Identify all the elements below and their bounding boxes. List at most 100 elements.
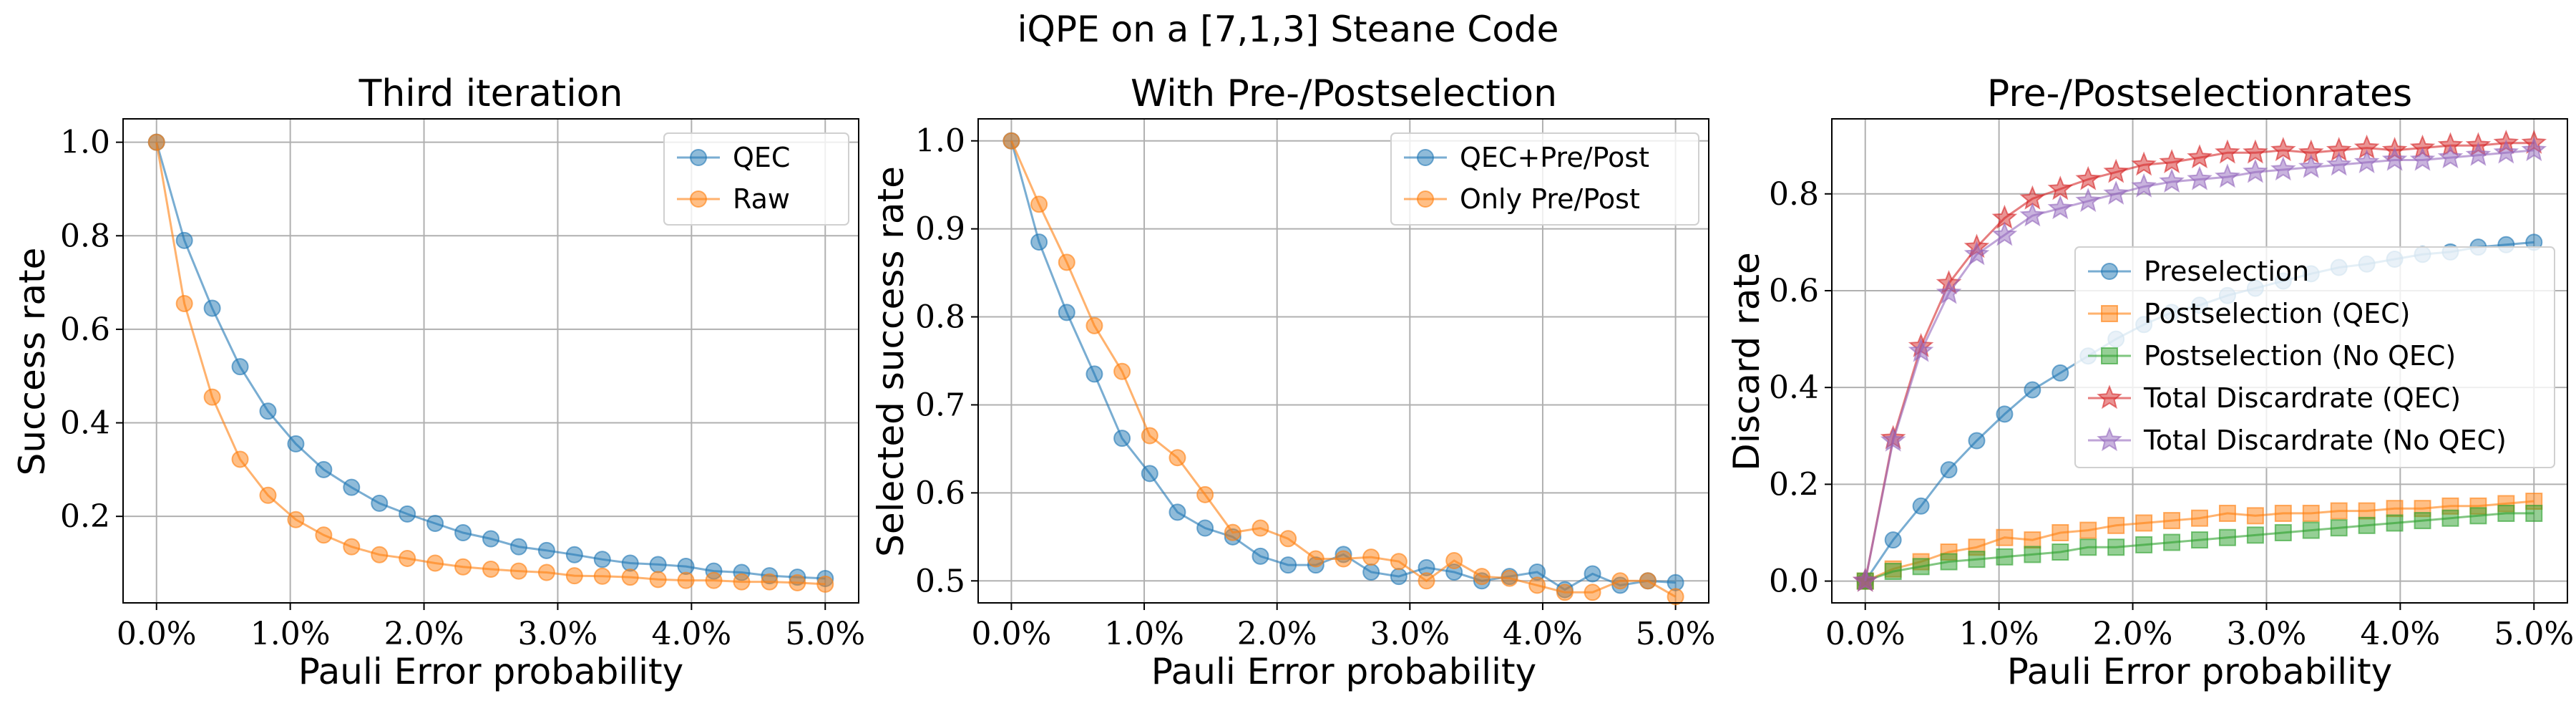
data-point [2274, 504, 2292, 522]
data-point [2159, 168, 2185, 193]
y-tick-label: 0.8 [1769, 176, 1819, 213]
data-point [2131, 151, 2157, 176]
data-point [1252, 547, 1269, 565]
data-point [1852, 567, 1878, 592]
data-point [454, 558, 472, 576]
data-point [231, 358, 249, 376]
x-tick-label: 1.0% [250, 616, 331, 652]
data-point [2353, 149, 2380, 174]
legend-marker [690, 149, 707, 166]
data-point [649, 571, 667, 589]
data-point [2107, 538, 2125, 556]
data-point [1936, 279, 1962, 304]
data-point [1307, 550, 1324, 568]
data-point [371, 546, 389, 563]
data-point [1169, 449, 1186, 467]
data-point [426, 554, 444, 572]
data-point [1884, 531, 1902, 549]
axes-frame [122, 118, 859, 604]
data-point [1667, 588, 1684, 606]
data-point [2409, 146, 2436, 171]
data-point [2047, 175, 2074, 200]
data-point [2187, 165, 2212, 190]
data-point [2215, 139, 2240, 164]
x-axis-label: Pauli Error probability [2007, 651, 2392, 692]
data-point [705, 571, 723, 589]
data-point [399, 505, 416, 523]
x-tick-label: 3.0% [2227, 616, 2307, 652]
data-point [1611, 572, 1629, 590]
legend-marker [2101, 305, 2118, 322]
data-point [565, 567, 583, 585]
y-tick-label: 0.2 [60, 498, 110, 535]
data-point [2218, 504, 2236, 522]
data-point [343, 478, 361, 496]
legend-marker [690, 190, 707, 208]
legend-marker [1417, 149, 1434, 166]
legend-box [663, 132, 849, 226]
data-point [1528, 576, 1546, 594]
data-point [2326, 151, 2352, 176]
y-tick-label: 0.9 [915, 211, 965, 248]
data-point [2191, 509, 2208, 527]
data-point [287, 435, 305, 453]
y-tick-label: 0.0 [1769, 563, 1819, 600]
data-point [2103, 158, 2129, 183]
data-point [231, 450, 249, 468]
data-point [2051, 543, 2069, 561]
data-point [315, 460, 333, 478]
data-point [1501, 569, 1518, 587]
y-axis-label: Discard rate [1726, 252, 1767, 470]
x-tick-label: 0.0% [1825, 616, 1906, 652]
data-point [1085, 316, 1103, 334]
data-point [1141, 427, 1158, 445]
figure-suptitle: iQPE on a [7,1,3] Steane Code [1018, 9, 1559, 50]
data-point [2024, 531, 2041, 549]
data-point [565, 546, 583, 563]
x-axis-label: Pauli Error probability [1151, 651, 1536, 692]
data-point [2079, 538, 2097, 556]
panel-third-iteration: Third iteration 0.0% 1.0% 2.0% 3.0% 4.0% 5.0%… [11, 72, 865, 692]
series-postselection-no-qec [1856, 504, 2543, 590]
data-point [621, 569, 639, 586]
data-point [593, 567, 611, 585]
x-tick-label: 1.0% [1959, 616, 2039, 652]
data-point [1912, 497, 1930, 515]
data-point [203, 299, 221, 317]
data-point [1058, 304, 1075, 321]
data-point [287, 511, 305, 528]
data-point [482, 560, 499, 578]
data-point [1418, 572, 1435, 590]
x-tick-label: 5.0% [2494, 616, 2574, 652]
data-point [399, 549, 416, 567]
data-point [2051, 523, 2069, 541]
series-total-discardrate-no-qec [1852, 137, 2547, 592]
x-tick-label: 3.0% [518, 616, 598, 652]
legend-box [1390, 132, 1699, 226]
legend: QEC+Pre/Post Only Pre/Post [1390, 132, 1699, 226]
legend: Preselection Postselection (QEC) Postselec… [2074, 246, 2555, 468]
data-point [1141, 465, 1158, 483]
panel-title: With Pre-/Postselection [1131, 72, 1557, 115]
data-point [1912, 558, 1930, 576]
data-point [1362, 548, 1380, 566]
data-point [1279, 556, 1297, 574]
data-point [1963, 241, 1990, 266]
y-tick-label: 0.7 [915, 387, 965, 423]
data-point [1473, 568, 1491, 586]
data-point [147, 133, 165, 151]
data-point [537, 541, 555, 559]
data-point [1279, 530, 1297, 548]
x-tick-label: 4.0% [2360, 616, 2440, 652]
data-point [2246, 526, 2264, 544]
data-point [1584, 584, 1601, 601]
legend: QEC Raw [663, 132, 849, 226]
data-point [593, 551, 611, 569]
data-point [482, 530, 499, 548]
data-point [1002, 132, 1020, 150]
data-point [677, 571, 695, 589]
data-point [259, 486, 277, 504]
legend-label: Only Pre/Post [1460, 183, 1640, 215]
data-point [371, 494, 389, 512]
y-tick-label: 0.4 [1769, 369, 1819, 406]
